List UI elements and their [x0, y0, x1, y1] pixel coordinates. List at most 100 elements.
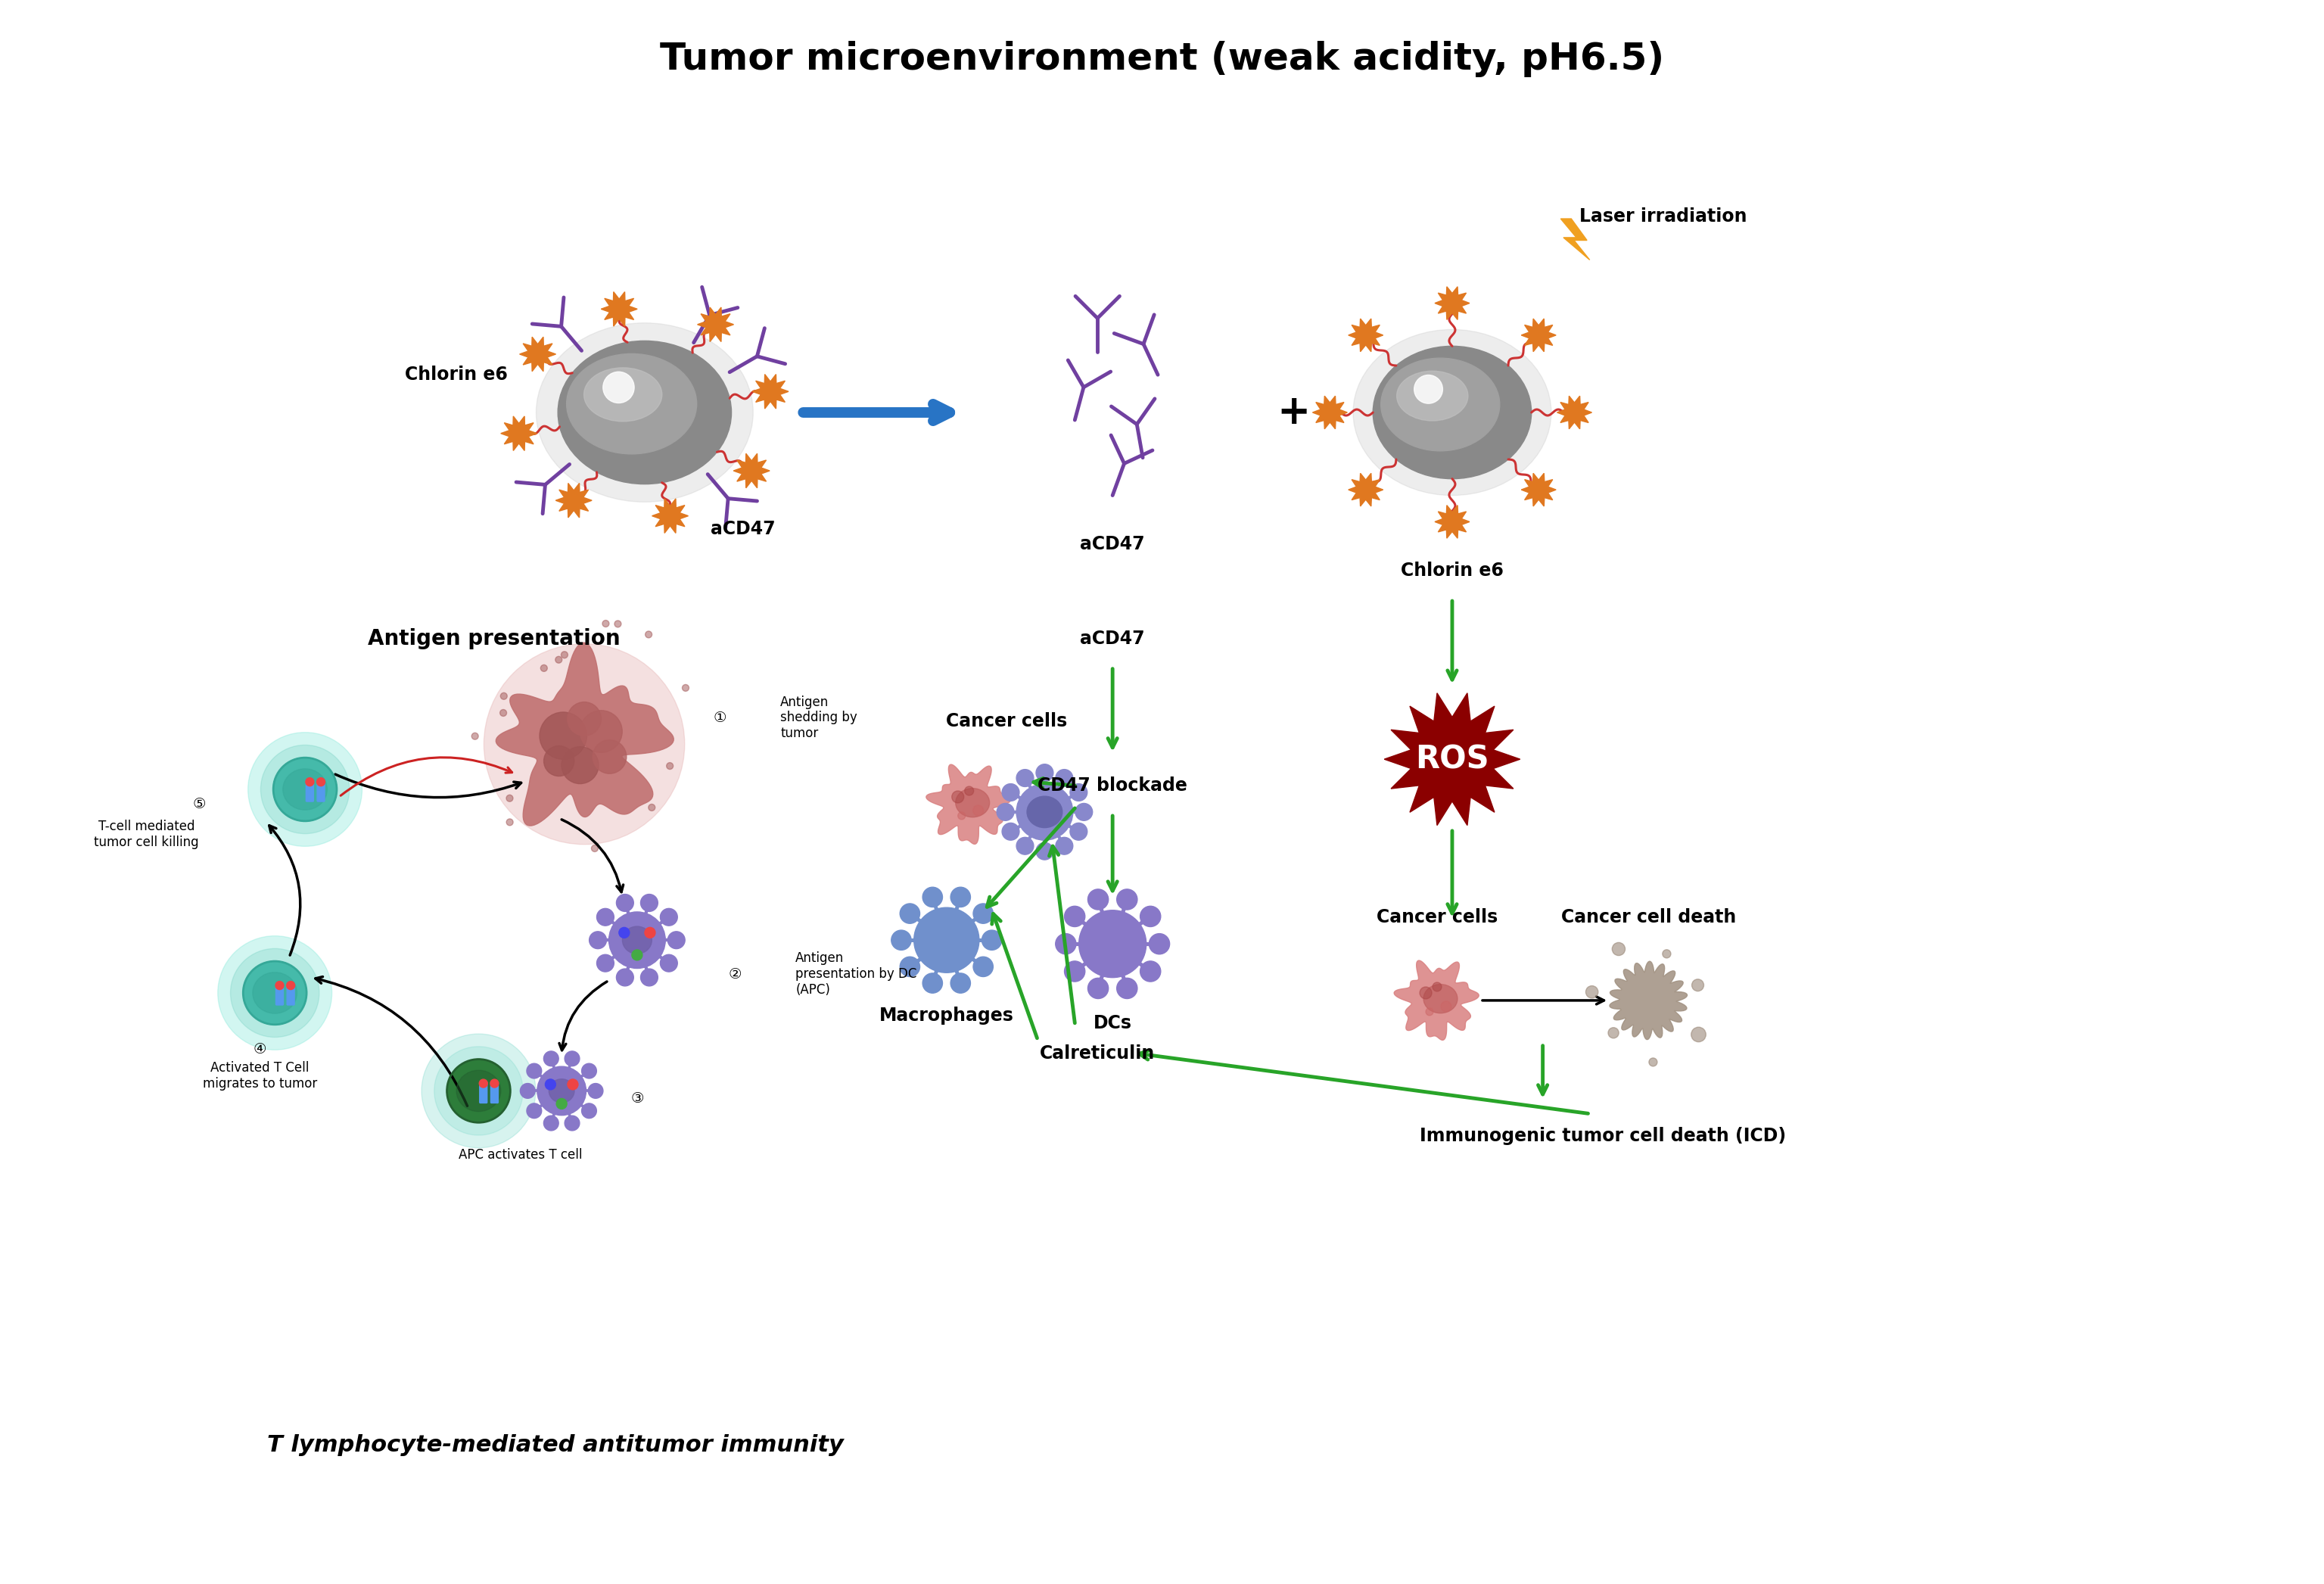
- Circle shape: [249, 732, 363, 846]
- Circle shape: [590, 844, 597, 852]
- Circle shape: [957, 813, 964, 819]
- Circle shape: [1650, 1058, 1657, 1066]
- Circle shape: [614, 621, 621, 627]
- Ellipse shape: [548, 1079, 574, 1102]
- Text: Cancer cells: Cancer cells: [946, 713, 1067, 730]
- Polygon shape: [1348, 474, 1383, 507]
- FancyBboxPatch shape: [316, 781, 325, 802]
- Circle shape: [274, 757, 337, 821]
- Circle shape: [1613, 942, 1624, 955]
- Circle shape: [479, 1079, 488, 1088]
- Text: T lymphocyte-mediated antitumor immunity: T lymphocyte-mediated antitumor immunity: [267, 1434, 844, 1456]
- Circle shape: [953, 790, 964, 803]
- Circle shape: [602, 372, 634, 402]
- Text: Macrophages: Macrophages: [878, 1006, 1013, 1025]
- Ellipse shape: [567, 353, 697, 455]
- Circle shape: [660, 955, 679, 971]
- Circle shape: [1608, 1028, 1620, 1038]
- Polygon shape: [1562, 219, 1590, 260]
- Circle shape: [581, 1063, 597, 1079]
- Circle shape: [446, 1060, 511, 1123]
- Text: Laser irradiation: Laser irradiation: [1580, 208, 1748, 225]
- Circle shape: [472, 733, 479, 740]
- Circle shape: [1141, 961, 1160, 982]
- Circle shape: [899, 903, 920, 923]
- Circle shape: [286, 980, 295, 990]
- Circle shape: [260, 744, 349, 833]
- Circle shape: [641, 969, 658, 985]
- Text: ④: ④: [253, 1042, 267, 1057]
- Circle shape: [507, 819, 514, 825]
- Ellipse shape: [537, 323, 753, 502]
- Circle shape: [899, 957, 920, 977]
- Circle shape: [1692, 979, 1703, 992]
- Ellipse shape: [1373, 347, 1532, 478]
- Circle shape: [951, 887, 971, 908]
- Circle shape: [951, 973, 971, 993]
- Polygon shape: [734, 453, 769, 488]
- Polygon shape: [697, 307, 734, 342]
- Circle shape: [230, 949, 318, 1038]
- Polygon shape: [1522, 318, 1557, 352]
- Circle shape: [1141, 906, 1160, 927]
- Circle shape: [1662, 950, 1671, 958]
- Text: Chlorin e6: Chlorin e6: [1401, 562, 1504, 580]
- Circle shape: [539, 713, 586, 759]
- Circle shape: [602, 621, 609, 627]
- Circle shape: [500, 692, 507, 700]
- Polygon shape: [1611, 961, 1687, 1039]
- Circle shape: [964, 786, 974, 795]
- Text: T-cell mediated
tumor cell killing: T-cell mediated tumor cell killing: [93, 821, 200, 849]
- Circle shape: [974, 805, 983, 816]
- Circle shape: [660, 909, 679, 925]
- Circle shape: [616, 969, 634, 985]
- Circle shape: [560, 651, 567, 659]
- Circle shape: [1037, 763, 1053, 781]
- Circle shape: [1064, 906, 1085, 927]
- Text: Antigen
presentation by DC
(APC): Antigen presentation by DC (APC): [795, 952, 918, 996]
- Text: Tumor microenvironment (weak acidity, pH6.5): Tumor microenvironment (weak acidity, pH…: [660, 41, 1664, 78]
- Circle shape: [1088, 889, 1109, 909]
- Ellipse shape: [558, 341, 732, 485]
- Text: APC activates T cell: APC activates T cell: [458, 1148, 581, 1161]
- Circle shape: [648, 805, 655, 811]
- Text: Cancer cell death: Cancer cell death: [1562, 909, 1736, 927]
- Circle shape: [1055, 933, 1076, 954]
- Polygon shape: [500, 417, 537, 450]
- Circle shape: [1585, 985, 1599, 998]
- Circle shape: [1148, 933, 1169, 954]
- Circle shape: [483, 643, 686, 844]
- Circle shape: [1055, 770, 1074, 787]
- Circle shape: [974, 957, 992, 977]
- Circle shape: [546, 1079, 555, 1090]
- Text: Calreticulin: Calreticulin: [1039, 1044, 1155, 1063]
- Circle shape: [490, 1079, 500, 1088]
- Circle shape: [555, 1098, 567, 1109]
- Text: aCD47: aCD47: [1081, 629, 1146, 648]
- Circle shape: [923, 887, 944, 908]
- Ellipse shape: [1425, 984, 1457, 1014]
- Text: Antigen presentation: Antigen presentation: [367, 627, 621, 649]
- Circle shape: [597, 909, 614, 925]
- Ellipse shape: [955, 789, 990, 817]
- Circle shape: [644, 927, 655, 938]
- Polygon shape: [1434, 505, 1469, 539]
- Ellipse shape: [1027, 797, 1062, 828]
- Circle shape: [1037, 843, 1053, 860]
- Circle shape: [421, 1034, 535, 1148]
- FancyBboxPatch shape: [479, 1082, 488, 1102]
- Ellipse shape: [253, 973, 297, 1014]
- Polygon shape: [1385, 694, 1520, 825]
- Polygon shape: [521, 337, 555, 371]
- Text: ③: ③: [630, 1091, 644, 1106]
- Circle shape: [500, 710, 507, 716]
- Ellipse shape: [583, 367, 662, 421]
- Circle shape: [646, 630, 653, 638]
- Ellipse shape: [1397, 371, 1469, 421]
- Circle shape: [565, 1115, 579, 1131]
- Text: Chlorin e6: Chlorin e6: [404, 366, 507, 383]
- Polygon shape: [653, 499, 688, 534]
- Text: aCD47: aCD47: [1081, 535, 1146, 553]
- Circle shape: [555, 656, 562, 664]
- Circle shape: [618, 927, 630, 938]
